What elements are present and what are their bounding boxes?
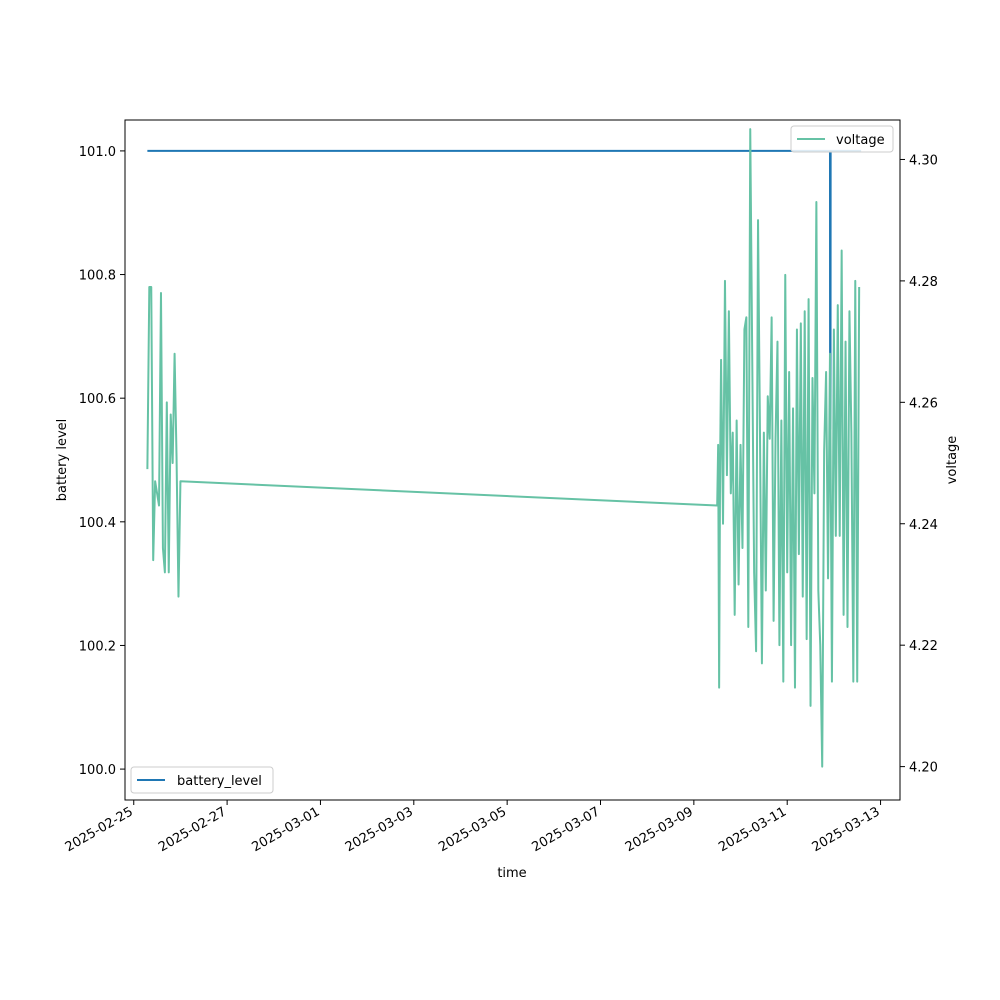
y-left-tick-label: 101.0 [79, 145, 116, 160]
y-left-tick-label: 100.6 [79, 392, 116, 407]
y-right-tick-label: 4.26 [909, 396, 938, 411]
y-axis-right-label: voltage [945, 436, 960, 485]
legend-battery-level-label: battery_level [177, 774, 262, 789]
y-right-tick-label: 4.24 [909, 518, 938, 533]
plot-frame [124, 119, 901, 801]
y-right-tick-label: 4.20 [909, 761, 938, 776]
y-right-tick-label: 4.22 [909, 639, 938, 654]
y-right-tick-label: 4.30 [909, 153, 938, 168]
y-left-tick-label: 100.4 [79, 516, 116, 531]
y-left-tick-label: 100.2 [79, 639, 116, 654]
y-axis-left-label: battery level [55, 419, 70, 502]
y-left-tick-label: 100.8 [79, 269, 116, 284]
y-left-tick-label: 100.0 [79, 763, 116, 778]
x-axis-label: time [497, 866, 526, 881]
y-right-tick-label: 4.28 [909, 275, 938, 290]
series-line-voltage [146, 128, 861, 768]
legend-voltage-label: voltage [836, 133, 885, 148]
legend-voltage: voltage [790, 125, 894, 153]
legend-battery-level: battery_level [130, 766, 274, 794]
